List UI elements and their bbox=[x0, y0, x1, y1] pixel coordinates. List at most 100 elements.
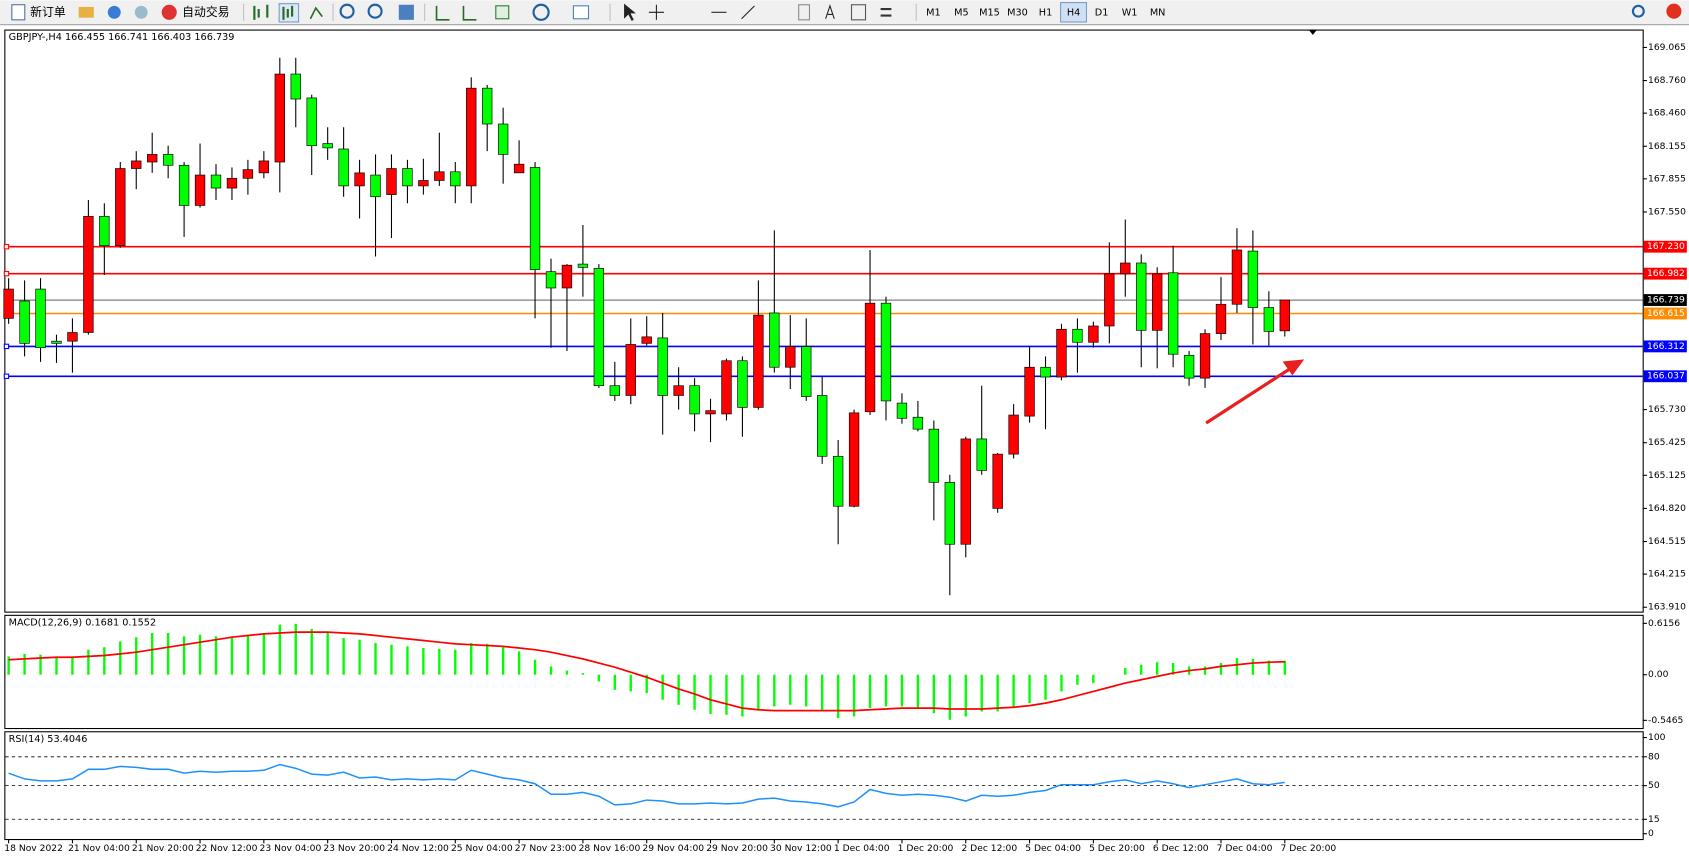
icon[interactable] bbox=[495, 5, 510, 20]
y-tick-label: 163.910 bbox=[1648, 602, 1686, 613]
candle-body bbox=[338, 148, 349, 187]
candle-body bbox=[19, 300, 30, 344]
x-tick-label: 30 Nov 12:00 bbox=[770, 843, 832, 854]
x-tick-label: 22 Nov 12:00 bbox=[196, 843, 258, 854]
candle-body bbox=[402, 168, 413, 187]
icon[interactable] bbox=[367, 3, 383, 19]
y-tick-label: 50 bbox=[1648, 780, 1660, 791]
timeframe-button[interactable]: M1 bbox=[926, 7, 941, 18]
icon[interactable] bbox=[339, 3, 355, 19]
candle-body bbox=[497, 123, 509, 155]
y-tick-label: 164.515 bbox=[1648, 536, 1686, 547]
auto-trading-button[interactable]: 自动交易 bbox=[161, 4, 230, 20]
search-icon[interactable] bbox=[1631, 4, 1645, 18]
timeframe-button[interactable]: H4 bbox=[1067, 7, 1080, 18]
candle-body bbox=[705, 410, 716, 415]
x-tick-label: 5 Dec 04:00 bbox=[1025, 843, 1081, 854]
icon[interactable] bbox=[798, 4, 811, 21]
timeframe-active bbox=[1060, 2, 1088, 23]
x-tick-label: 27 Nov 23:00 bbox=[515, 843, 577, 854]
y-tick-label: 167.550 bbox=[1648, 206, 1686, 217]
x-tick-label: 25 Nov 04:00 bbox=[451, 843, 513, 854]
x-tick-label: 24 Nov 12:00 bbox=[387, 843, 449, 854]
candle-body bbox=[226, 177, 238, 189]
icon[interactable] bbox=[462, 5, 477, 21]
candle-body bbox=[1263, 307, 1275, 332]
x-tick-label: 21 Nov 20:00 bbox=[132, 843, 194, 854]
icon[interactable] bbox=[741, 5, 755, 20]
icon[interactable] bbox=[253, 4, 269, 20]
y-tick-label: 165.125 bbox=[1648, 470, 1686, 481]
candle-body bbox=[131, 160, 142, 169]
shift-marker bbox=[1308, 29, 1318, 35]
candle-body bbox=[386, 168, 397, 195]
icon[interactable] bbox=[532, 3, 550, 21]
auto-trading-label: 自动交易 bbox=[182, 5, 229, 19]
level-label: 166.312 bbox=[1647, 341, 1685, 352]
candle-body bbox=[529, 167, 541, 270]
candle-body bbox=[880, 302, 892, 402]
candle-body bbox=[482, 87, 493, 125]
level-handle bbox=[3, 343, 10, 350]
level-label: 166.037 bbox=[1647, 371, 1685, 382]
icon[interactable] bbox=[648, 4, 664, 20]
candle-body bbox=[1152, 273, 1163, 331]
x-tick-label: 1 Dec 04:00 bbox=[834, 843, 890, 854]
icon[interactable] bbox=[134, 5, 148, 19]
icon[interactable] bbox=[78, 6, 94, 18]
icon[interactable] bbox=[624, 3, 636, 21]
icon[interactable] bbox=[398, 4, 414, 20]
level-label-bg bbox=[1643, 267, 1687, 280]
candle-body bbox=[960, 438, 971, 545]
icon[interactable] bbox=[825, 4, 835, 19]
icon[interactable] bbox=[435, 5, 450, 21]
candle-body bbox=[1231, 249, 1243, 305]
candle-body bbox=[1199, 333, 1211, 379]
candle-body bbox=[51, 340, 62, 344]
level-handle bbox=[3, 270, 10, 277]
new-order-label: 新订单 bbox=[30, 5, 66, 19]
candle-body bbox=[721, 360, 732, 415]
candle-body bbox=[944, 482, 955, 545]
x-tick-label: 18 Nov 2022 bbox=[4, 843, 63, 854]
candle-body bbox=[67, 332, 78, 342]
timeframe-button[interactable]: M30 bbox=[1007, 7, 1028, 18]
timeframe-button[interactable]: D1 bbox=[1095, 7, 1109, 18]
icon[interactable] bbox=[107, 5, 121, 19]
y-tick-label: 168.460 bbox=[1648, 108, 1686, 119]
candle-body bbox=[609, 385, 620, 396]
notification-icon[interactable] bbox=[1666, 3, 1682, 19]
icon[interactable] bbox=[880, 7, 892, 17]
y-tick-label: 168.155 bbox=[1648, 141, 1686, 152]
level-label: 166.982 bbox=[1647, 268, 1685, 279]
candle-body bbox=[306, 97, 317, 147]
x-tick-label: 29 Nov 20:00 bbox=[706, 843, 768, 854]
timeframe-button[interactable]: M5 bbox=[954, 7, 969, 18]
candle-body bbox=[83, 215, 94, 333]
level-label-bg bbox=[1643, 307, 1687, 320]
timeframe-button[interactable]: H1 bbox=[1039, 7, 1052, 18]
toolbar: 新订单 自动交易 M1 M5 M15 M30 H1 H4 D1 W1 M bbox=[0, 0, 1689, 26]
candle-body bbox=[657, 337, 668, 396]
candle-body bbox=[641, 336, 652, 344]
y-tick-label: 80 bbox=[1648, 751, 1660, 762]
timeframe-button[interactable]: MN bbox=[1150, 7, 1166, 18]
x-tick-label: 29 Nov 04:00 bbox=[642, 843, 704, 854]
icon[interactable] bbox=[850, 4, 867, 21]
icon[interactable] bbox=[309, 6, 323, 20]
timeframe-button[interactable]: W1 bbox=[1122, 7, 1138, 18]
candle-body bbox=[928, 428, 940, 483]
y-tick-label: 0.6156 bbox=[1648, 618, 1680, 629]
level-label: 166.615 bbox=[1647, 308, 1685, 319]
candle-body bbox=[370, 174, 381, 198]
icon[interactable] bbox=[572, 5, 590, 20]
timeframe-button[interactable]: M15 bbox=[979, 7, 1000, 18]
annotation-arrow bbox=[1205, 359, 1305, 425]
x-tick-label: 1 Dec 20:00 bbox=[898, 843, 954, 854]
y-tick-label: 100 bbox=[1648, 732, 1666, 743]
candle-body bbox=[466, 87, 477, 187]
level-label: 167.230 bbox=[1647, 241, 1685, 252]
new-order-button[interactable]: 新订单 bbox=[11, 4, 66, 21]
x-tick-label: 5 Dec 20:00 bbox=[1089, 843, 1145, 854]
